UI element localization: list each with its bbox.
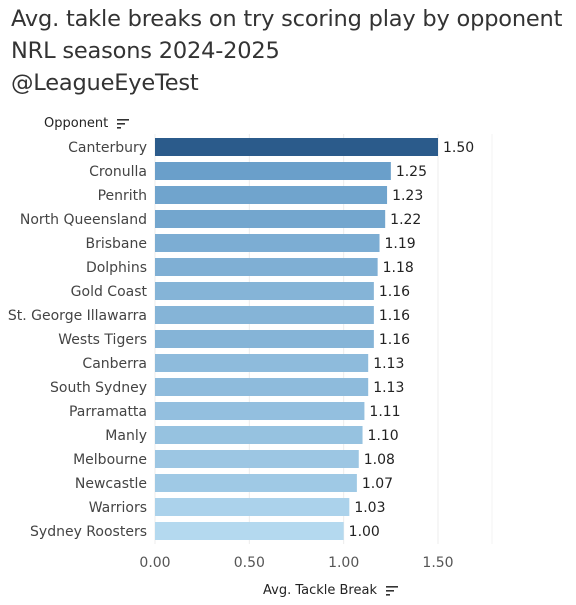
bar[interactable]	[155, 522, 344, 540]
y-axis-header[interactable]: Opponent	[44, 116, 130, 131]
chart-title: Avg. takle breaks on try scoring play by…	[11, 3, 562, 99]
bar[interactable]	[155, 186, 388, 204]
value-label: 1.50	[443, 140, 474, 156]
value-label: 1.22	[390, 212, 421, 228]
category-label: Gold Coast	[71, 284, 148, 300]
title-line-2: NRL seasons 2024-2025	[11, 38, 280, 64]
category-labels: Canterbury Cronulla Penrith North Queenslan…	[8, 140, 148, 540]
bar[interactable]	[155, 402, 365, 420]
value-label: 1.10	[368, 428, 399, 444]
value-label: 1.16	[379, 284, 410, 300]
y-axis-header-label: Opponent	[44, 116, 109, 131]
category-label: Manly	[105, 428, 147, 444]
value-label: 1.18	[383, 260, 414, 276]
bar[interactable]	[155, 450, 359, 468]
bar[interactable]	[155, 306, 374, 324]
value-label: 1.19	[385, 236, 416, 252]
bar[interactable]	[155, 234, 380, 252]
category-label: South Sydney	[50, 380, 147, 396]
bar[interactable]	[155, 378, 369, 396]
category-label: Parramatta	[69, 404, 147, 420]
sort-descending-icon[interactable]	[386, 585, 399, 596]
value-label: 1.03	[354, 500, 385, 516]
value-label: 1.13	[373, 380, 404, 396]
value-label: 1.16	[379, 332, 410, 348]
category-label: Canterbury	[68, 140, 147, 156]
category-label: Cronulla	[89, 164, 147, 180]
category-label: St. George Illawarra	[8, 308, 147, 324]
value-label: 1.16	[379, 308, 410, 324]
x-tick-label: 1.50	[422, 555, 453, 571]
bars	[155, 138, 439, 540]
value-label: 1.11	[369, 404, 400, 420]
x-axis-header-label: Avg. Tackle Break	[263, 583, 377, 598]
bar[interactable]	[155, 474, 357, 492]
sort-descending-icon[interactable]	[117, 118, 130, 129]
bar[interactable]	[155, 354, 369, 372]
bar[interactable]	[155, 498, 350, 516]
x-axis-header[interactable]: Avg. Tackle Break	[263, 583, 399, 598]
category-label: Melbourne	[73, 452, 147, 468]
bar[interactable]	[155, 426, 363, 444]
category-label: Wests Tigers	[58, 332, 147, 348]
value-label: 1.00	[349, 524, 380, 540]
bar[interactable]	[155, 210, 386, 228]
category-label: Warriors	[89, 500, 147, 516]
value-label: 1.07	[362, 476, 393, 492]
x-tick-labels: 0.00 0.50 1.00 1.50	[139, 555, 453, 571]
category-label: Sydney Roosters	[30, 524, 147, 540]
category-label: Canberra	[82, 356, 147, 372]
x-tick-label: 0.50	[234, 555, 265, 571]
title-line-3: @LeagueEyeTest	[11, 70, 199, 96]
bar[interactable]	[155, 162, 391, 180]
category-label: Brisbane	[86, 236, 148, 252]
value-label: 1.25	[396, 164, 427, 180]
bar[interactable]	[155, 330, 374, 348]
value-labels: 1.50 1.25 1.23 1.22 1.19 1.18 1.16 1.16 1.16 1.13…	[349, 140, 475, 540]
title-line-1: Avg. takle breaks on try scoring play by…	[11, 6, 563, 32]
category-label: Penrith	[98, 188, 147, 204]
value-label: 1.23	[392, 188, 423, 204]
value-label: 1.13	[373, 356, 404, 372]
category-label: Newcastle	[75, 476, 147, 492]
category-label: North Queensland	[20, 212, 147, 228]
bar[interactable]	[155, 258, 378, 276]
x-tick-label: 1.00	[328, 555, 359, 571]
category-label: Dolphins	[86, 260, 147, 276]
x-tick-label: 0.00	[139, 555, 170, 571]
value-label: 1.08	[364, 452, 395, 468]
bar[interactable]	[155, 138, 439, 156]
bar[interactable]	[155, 282, 374, 300]
